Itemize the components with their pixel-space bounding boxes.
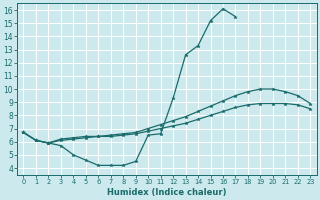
X-axis label: Humidex (Indice chaleur): Humidex (Indice chaleur) — [107, 188, 227, 197]
